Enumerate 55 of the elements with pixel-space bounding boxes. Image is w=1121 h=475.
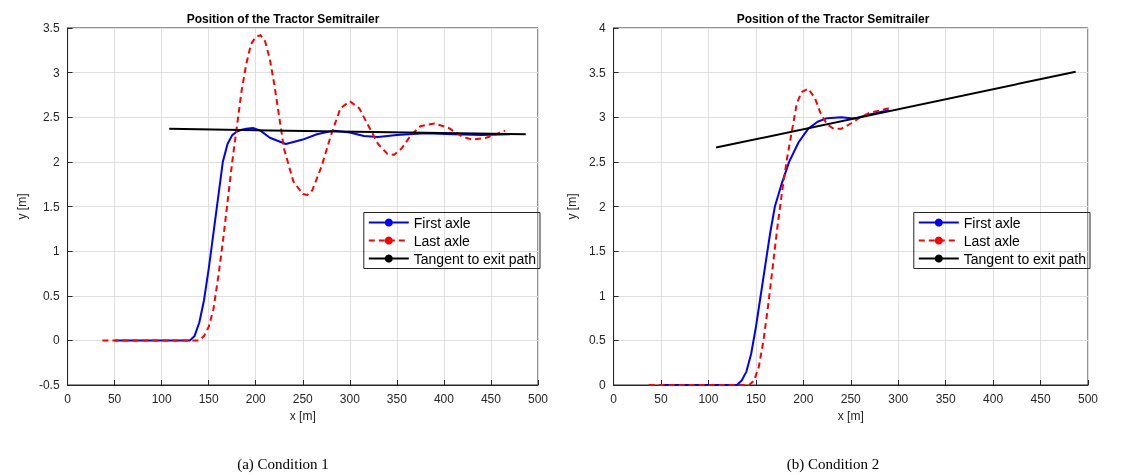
y-tick-label: 2 — [52, 154, 60, 169]
chart-title: Position of the Tractor Semitrailer — [186, 12, 380, 26]
x-tick-label: 0 — [610, 392, 618, 406]
x-tick-label: 500 — [527, 392, 549, 406]
x-tick-label: 350 — [386, 392, 408, 406]
x-tick-label: 0 — [64, 392, 72, 406]
x-tick-label: 500 — [1077, 392, 1099, 406]
legend-label: Last axle — [413, 232, 471, 249]
y-tick-label: 2.5 — [42, 110, 60, 125]
x-tick-label: 400 — [433, 392, 455, 406]
y-tick-label: 1 — [598, 288, 606, 303]
legend-label: Tangent to exit path — [413, 250, 536, 267]
chart-title: Position of the Tractor Semitrailer — [736, 12, 930, 26]
x-tick-label: 200 — [245, 392, 267, 406]
x-tick-label: 300 — [339, 392, 361, 406]
y-tick-label: 3.5 — [42, 21, 60, 35]
legend-label: First axle — [963, 214, 1021, 231]
y-axis-title: y [m] — [15, 193, 29, 220]
legend-label: Last axle — [963, 232, 1021, 249]
y-tick-label: 0 — [52, 333, 60, 348]
x-tick-label: 50 — [107, 392, 122, 406]
y-tick-label: 3.5 — [588, 65, 606, 80]
x-tick-label: 450 — [480, 392, 502, 406]
y-tick-label: 0 — [598, 378, 606, 392]
x-tick-label: 200 — [793, 392, 814, 406]
text: (b) Condition 2 — [786, 455, 880, 473]
y-axis-title: y [m] — [565, 193, 579, 220]
y-tick-label: 3 — [52, 65, 60, 80]
y-tick-label: 3 — [598, 110, 606, 125]
y-tick-label: 0.5 — [42, 288, 60, 303]
line-series — [101, 34, 507, 342]
y-tick-label: 1 — [52, 244, 60, 259]
x-tick-label: 400 — [983, 392, 1004, 406]
y-tick-label: 1.5 — [42, 199, 60, 214]
y-tick-label: 1.5 — [588, 244, 606, 259]
y-tick-label: 2.5 — [588, 154, 606, 169]
legend-label: First axle — [413, 214, 471, 231]
legend-label: Tangent to exit path — [963, 250, 1086, 267]
x-tick-label: 100 — [698, 392, 719, 406]
x-tick-label: 150 — [198, 392, 220, 406]
y-tick-label: 0.5 — [588, 333, 606, 348]
x-tick-label: 250 — [292, 392, 314, 406]
y-tick-label: -0.5 — [38, 378, 60, 392]
x-axis-title: x [m] — [289, 408, 316, 423]
text: (a) Condition 1 — [237, 455, 329, 473]
x-tick-label: 250 — [840, 392, 862, 406]
x-tick-label: 100 — [151, 392, 172, 406]
y-tick-label: 2 — [598, 199, 606, 214]
x-tick-label: 50 — [654, 392, 669, 406]
y-tick-label: 4 — [598, 21, 606, 35]
x-axis-title: x [m] — [837, 408, 864, 423]
x-tick-label: 450 — [1030, 392, 1051, 406]
x-tick-label: 350 — [935, 392, 957, 406]
x-tick-label: 300 — [888, 392, 909, 406]
x-tick-label: 150 — [745, 392, 767, 406]
